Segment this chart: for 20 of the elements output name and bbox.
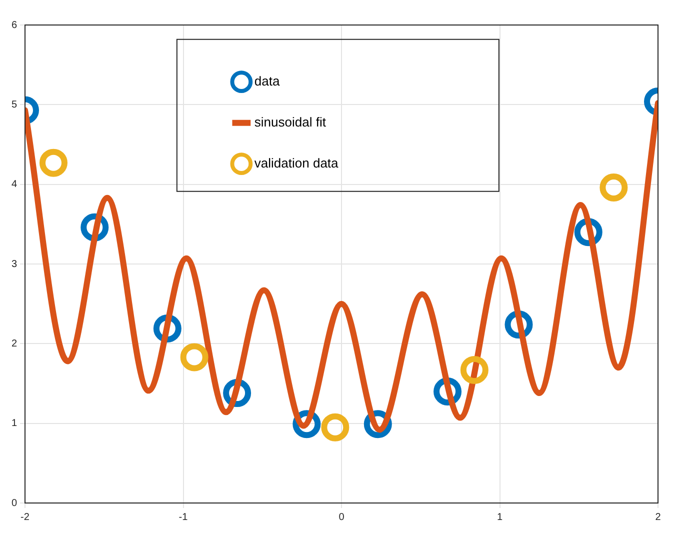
legend-label: sinusoidal fit	[254, 114, 326, 130]
point	[39, 148, 68, 177]
x-tick-label: 0	[338, 512, 345, 523]
y-tick-label: 6	[11, 20, 18, 31]
y-tick-label: 0	[11, 498, 18, 509]
y-tick-label: 2	[11, 338, 18, 350]
point	[460, 356, 488, 384]
x-tick-label: -1	[178, 512, 188, 523]
y-tick-label: 4	[11, 179, 18, 190]
x-tick-label: -2	[20, 512, 30, 523]
legend-label: data	[254, 73, 280, 88]
point	[321, 413, 350, 442]
legend-label: validation data	[254, 155, 340, 170]
point	[180, 343, 208, 372]
y-tick-label: 3	[11, 258, 18, 270]
y-tick-label: 1	[11, 418, 18, 430]
x-tick-label: 1	[496, 512, 503, 523]
x-tick-label: 2	[655, 512, 662, 523]
y-tick-label: 5	[11, 99, 18, 110]
point	[600, 174, 628, 202]
